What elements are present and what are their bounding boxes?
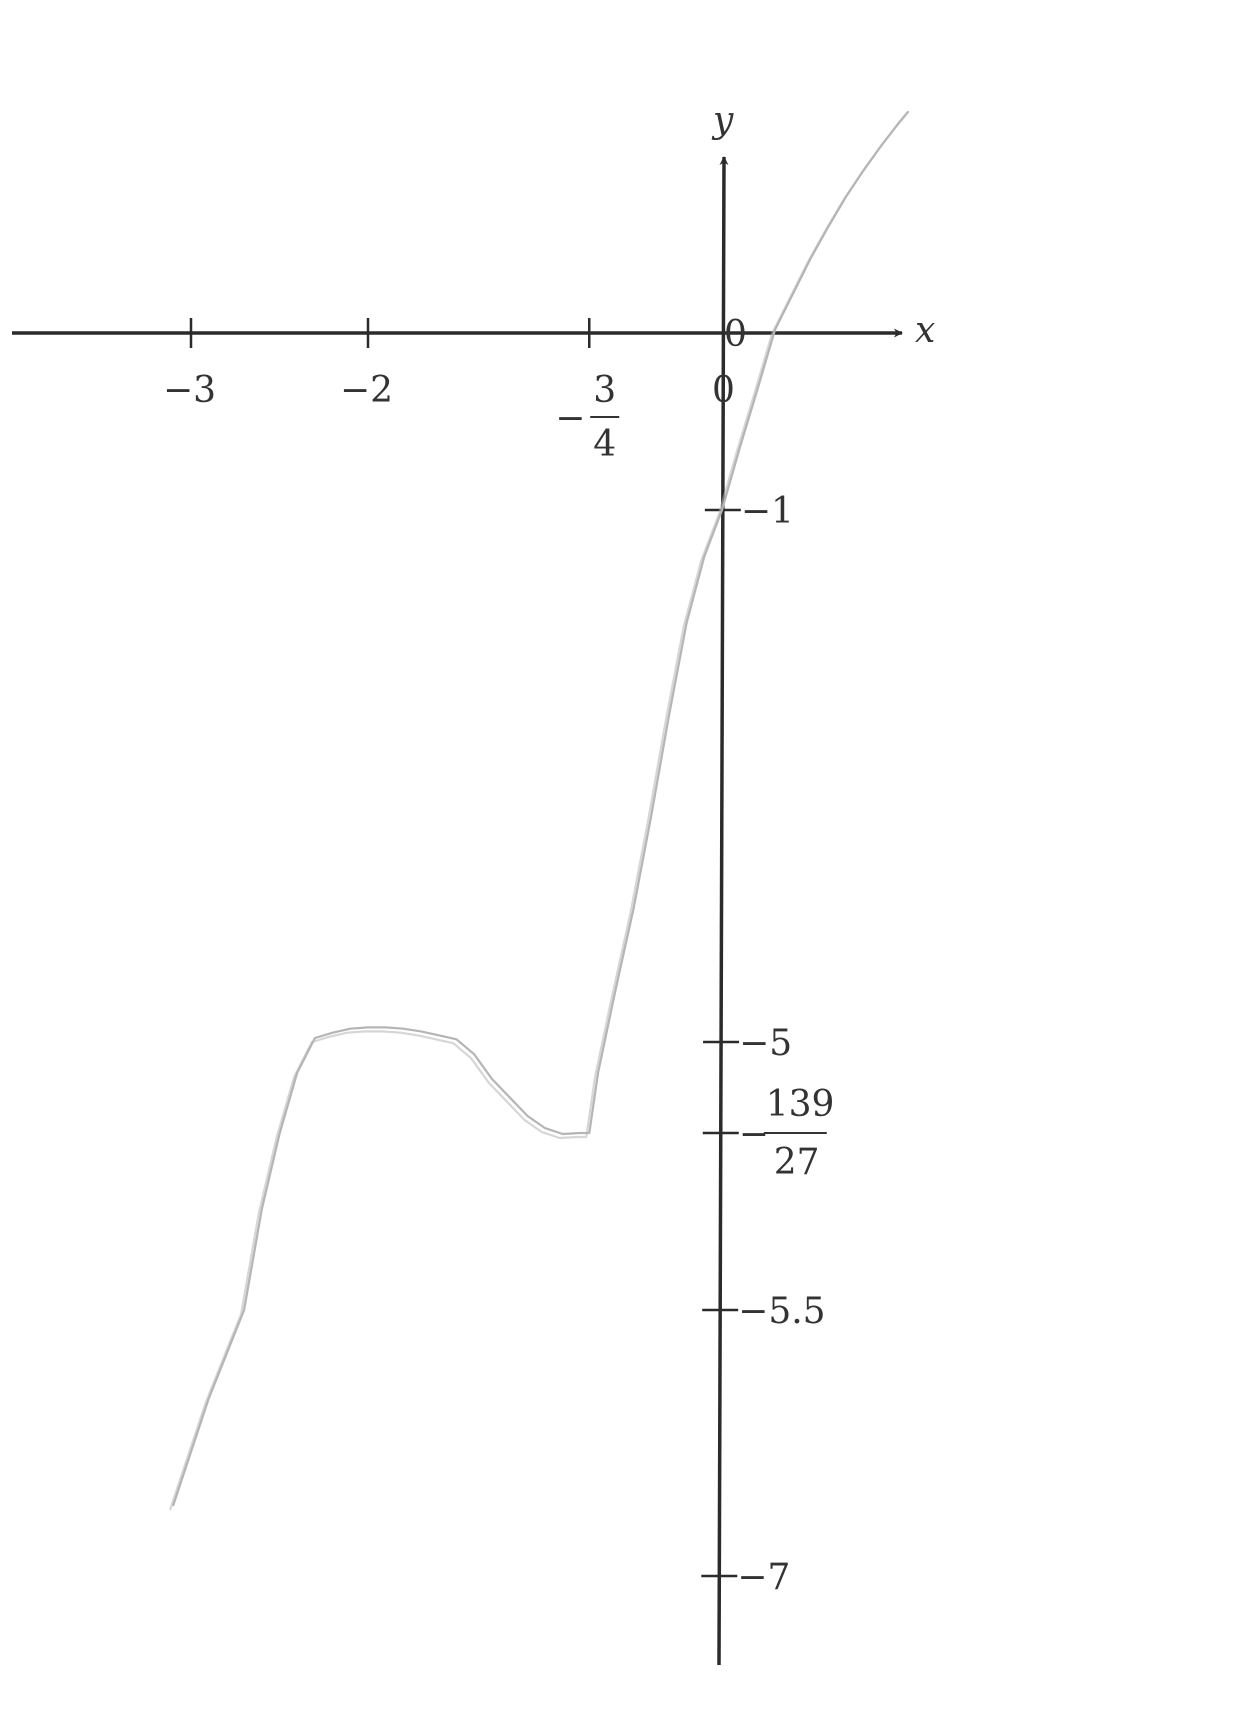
- origin-label-lower: 0: [712, 370, 735, 411]
- series-curve-sketch-stroke: [169, 114, 906, 1511]
- y-tick-label-numerator: 139: [766, 1084, 835, 1125]
- y-tick-label: −5.5: [738, 1291, 825, 1332]
- x-tick-label-numerator: 3: [593, 370, 616, 411]
- y-tick-label: −5: [739, 1023, 792, 1064]
- x-tick-label-sign: −: [555, 398, 585, 439]
- x-tick-label: −3: [163, 370, 216, 411]
- curve-layer: [169, 110, 909, 1511]
- x-tick-label-denominator: 4: [593, 424, 616, 465]
- y-tick-label-denominator: 27: [774, 1142, 820, 1183]
- y-tick-label: −7: [737, 1557, 790, 1598]
- y-axis: [717, 156, 729, 1666]
- y-tick-label: −1: [741, 491, 794, 532]
- y-tick-label-sign: −: [739, 1114, 769, 1155]
- y-axis-label: y: [711, 100, 734, 141]
- origin-label-upper: 0: [724, 314, 747, 355]
- x-tick-label: −2: [340, 370, 393, 411]
- x-axis-label: x: [915, 310, 935, 351]
